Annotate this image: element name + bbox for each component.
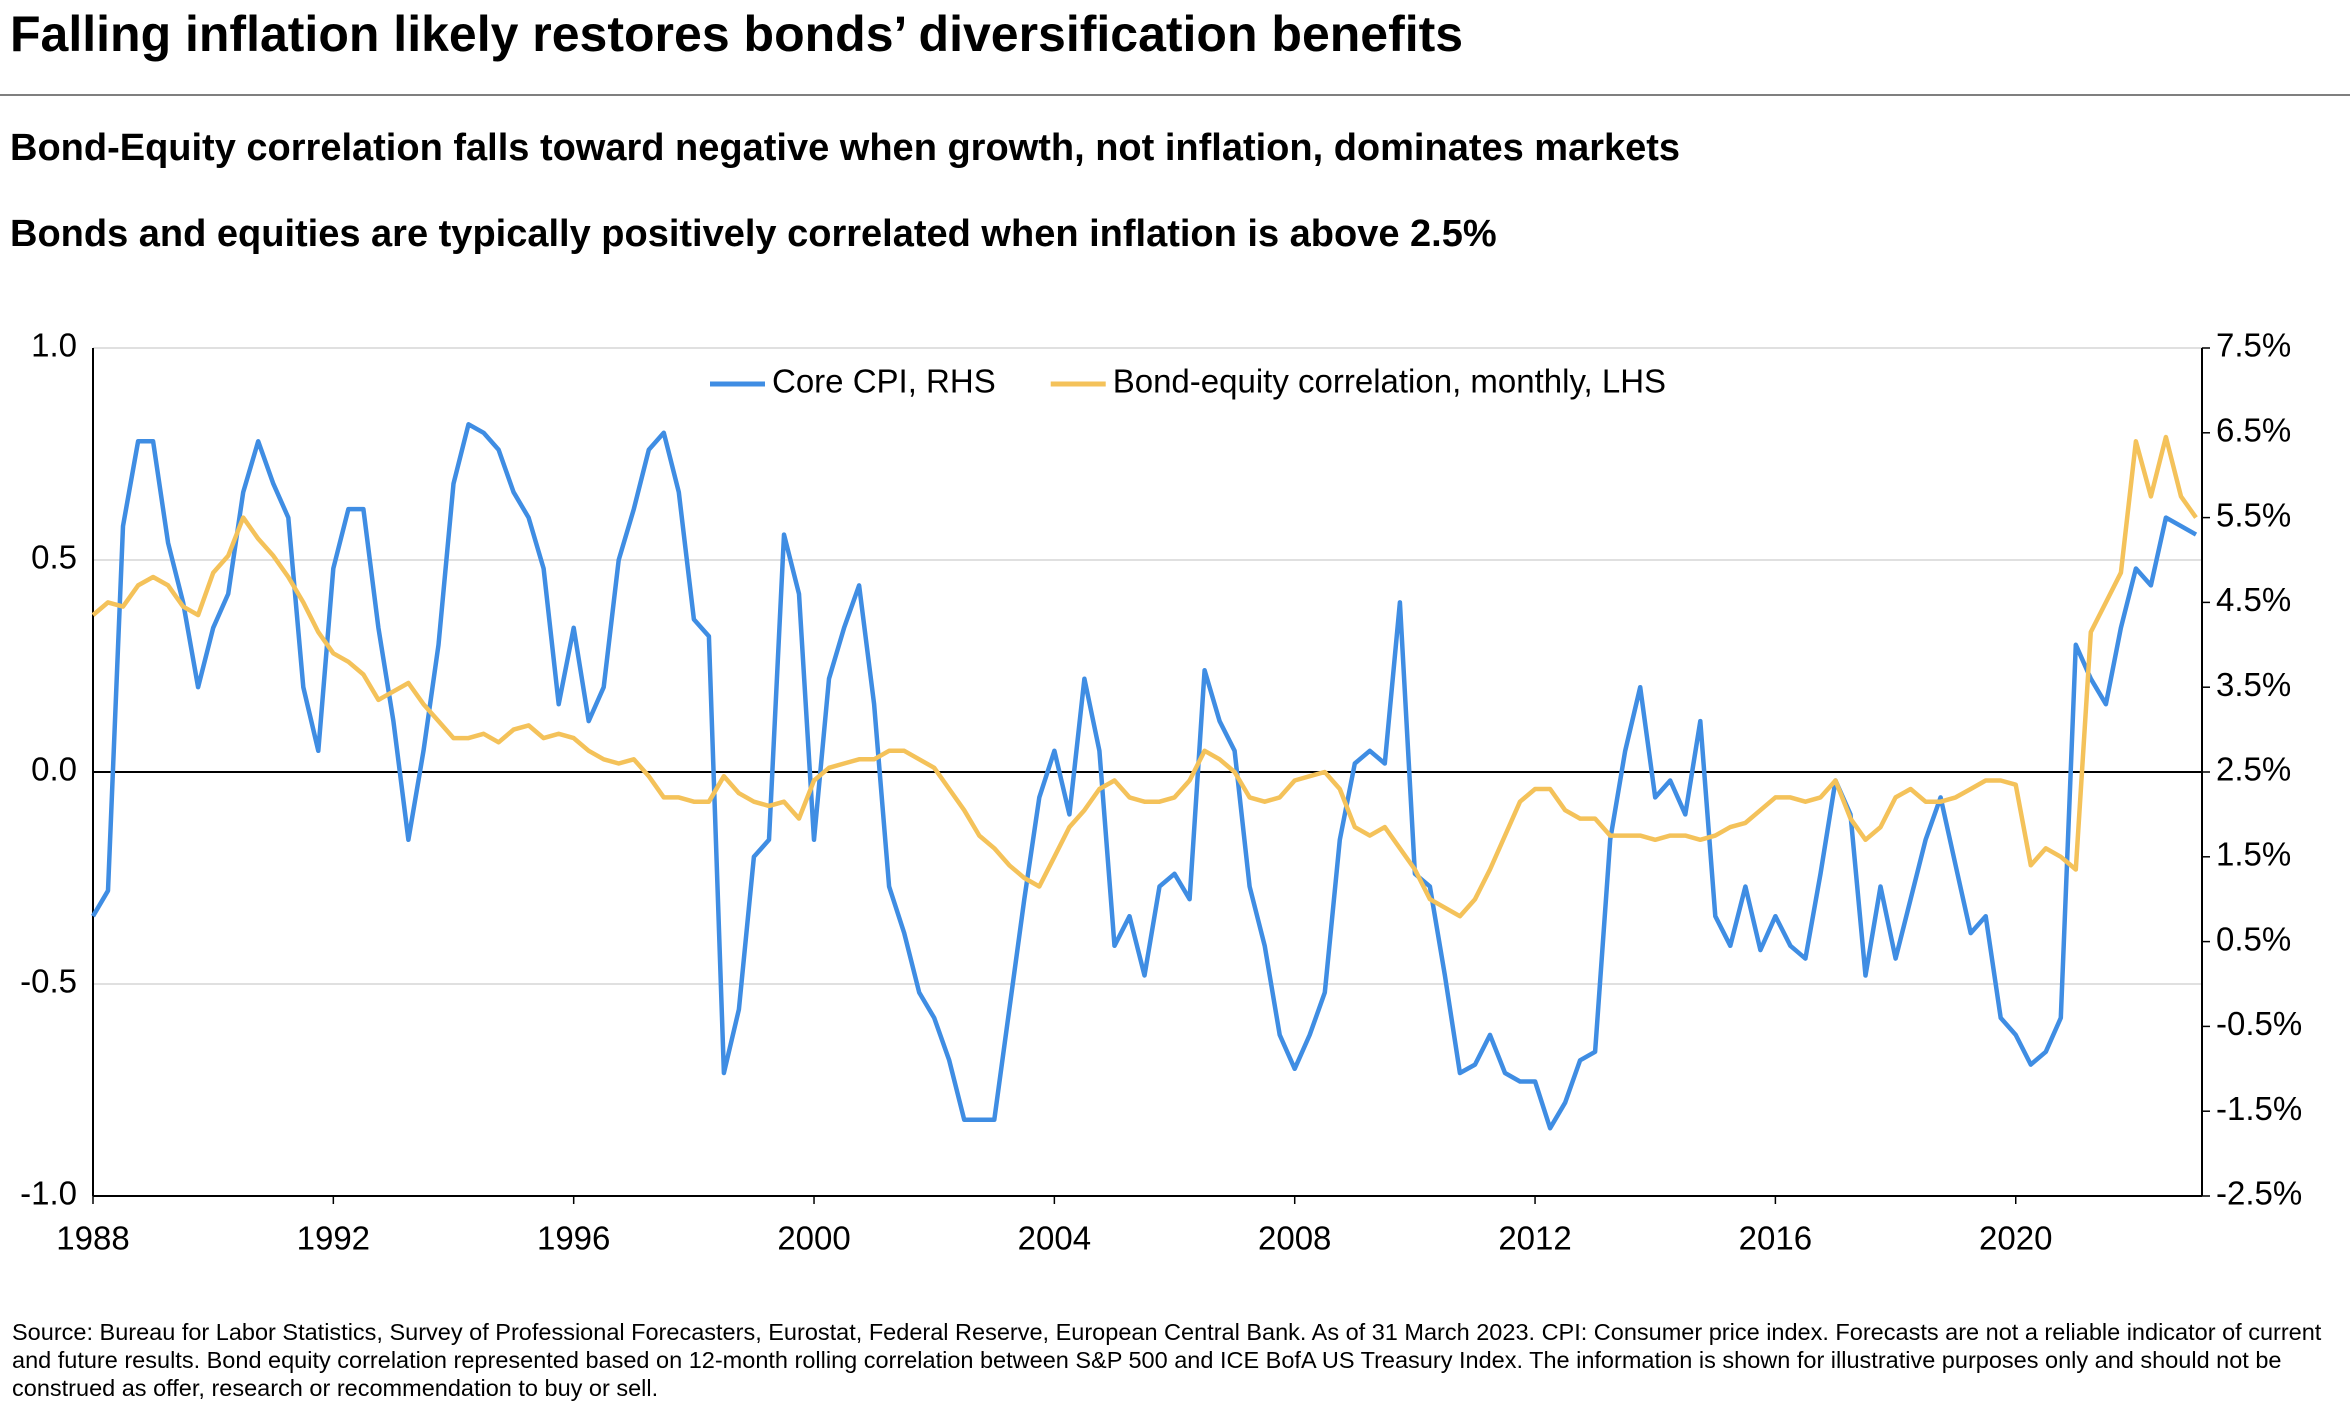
chart-subtitle: Bond-Equity correlation falls toward neg… (10, 127, 1680, 169)
chart-title: Falling inflation likely restores bonds’… (10, 6, 1463, 62)
y2-tick-label: -0.5% (2216, 1005, 2302, 1042)
x-tick-label: 2020 (1979, 1220, 2052, 1257)
source-note: Source: Bureau for Labor Statistics, Sur… (12, 1319, 2322, 1401)
chart: Falling inflation likely restores bonds’… (0, 6, 2350, 1257)
y2-tick-label: -1.5% (2216, 1090, 2302, 1127)
x-tick-label: 2008 (1258, 1220, 1331, 1257)
x-tick-label: 1996 (537, 1220, 610, 1257)
x-tick-label: 2000 (777, 1220, 850, 1257)
y-tick-label: 0.5 (31, 539, 77, 576)
x-tick-label: 2004 (1018, 1220, 1091, 1257)
y2-tick-label: 5.5% (2216, 496, 2291, 533)
y-tick-label: -0.5 (20, 963, 77, 1000)
x-tick-label: 2012 (1498, 1220, 1571, 1257)
series-line (91, 434, 2198, 919)
y-tick-label: 0.0 (31, 751, 77, 788)
y2-tick-label: 7.5% (2216, 327, 2291, 364)
x-tick-label: 1988 (56, 1220, 129, 1257)
y2-tick-label: 4.5% (2216, 581, 2291, 618)
y2-tick-label: 0.5% (2216, 920, 2291, 957)
y2-tick-label: 3.5% (2216, 666, 2291, 703)
y2-tick-label: 6.5% (2216, 412, 2291, 449)
chart-subtitle: Bonds and equities are typically positiv… (10, 213, 1497, 255)
y2-tick-label: 1.5% (2216, 836, 2291, 873)
legend-label: Core CPI, RHS (772, 363, 996, 400)
x-tick-label: 2016 (1739, 1220, 1812, 1257)
x-tick-label: 1992 (297, 1220, 370, 1257)
y-tick-label: 1.0 (31, 327, 77, 364)
legend-label: Bond-equity correlation, monthly, LHS (1113, 363, 1666, 400)
y-tick-label: -1.0 (20, 1175, 77, 1212)
series-line (91, 422, 2198, 1131)
y2-tick-label: -2.5% (2216, 1175, 2302, 1212)
y2-tick-label: 2.5% (2216, 751, 2291, 788)
